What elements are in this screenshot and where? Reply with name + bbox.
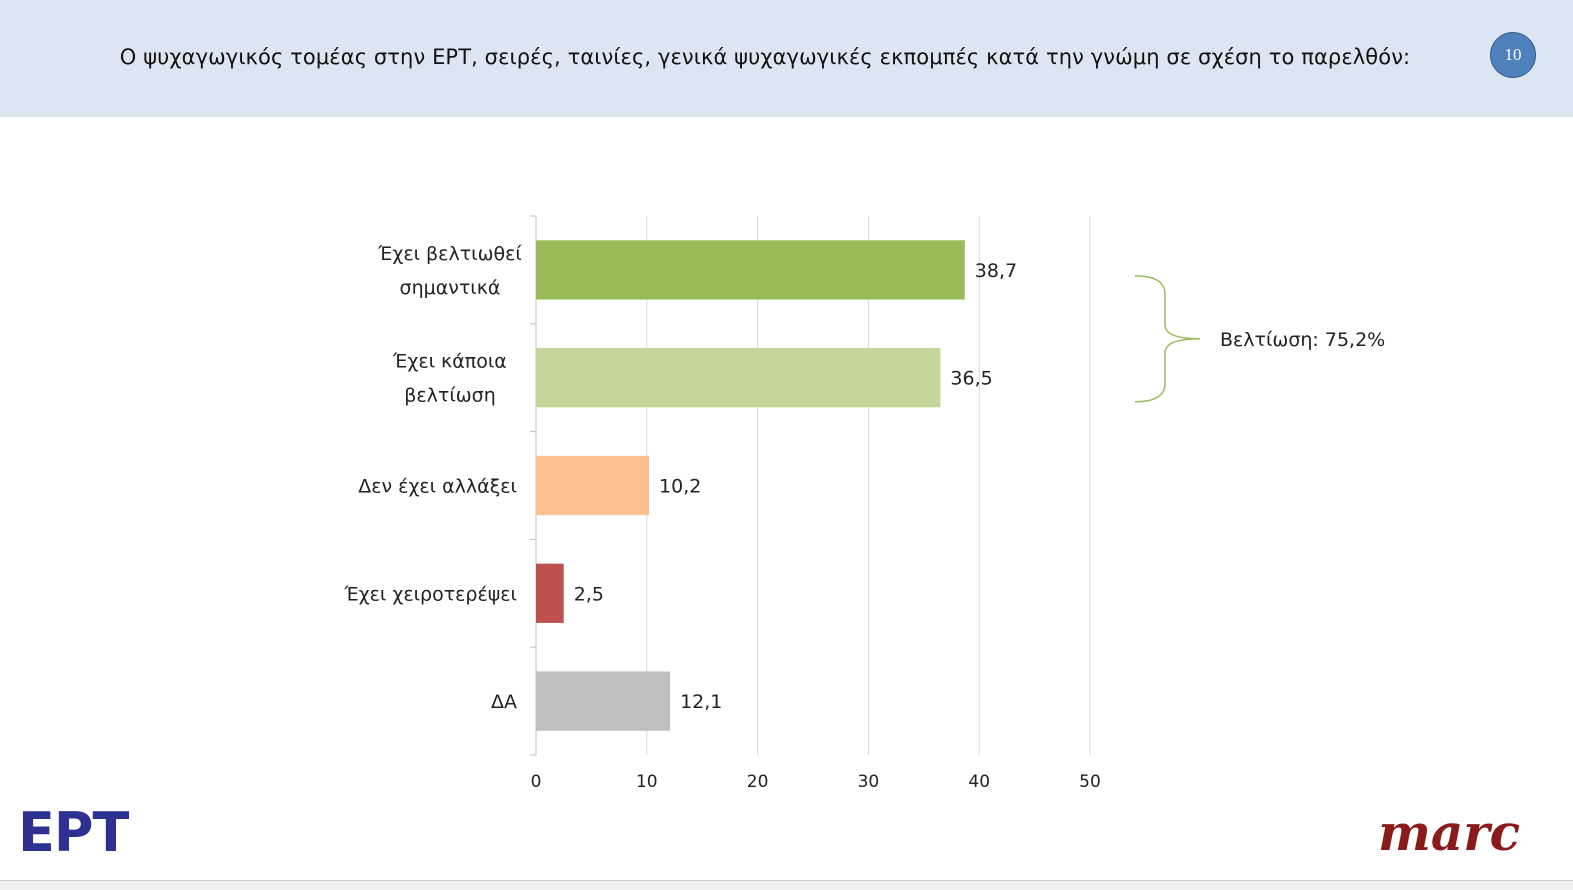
x-tick-label: 50 (1079, 772, 1101, 792)
header-band (0, 0, 1573, 117)
page-title: Ο ψυχαγωγικός τομέας στην ΕΡΤ, σειρές, τ… (119, 45, 1411, 69)
x-tick-label: 10 (636, 772, 658, 792)
bottom-strip (0, 880, 1573, 890)
x-tick-label: 30 (858, 772, 880, 792)
category-label: σημαντικά (400, 277, 501, 299)
bar (536, 348, 941, 408)
page-number-badge: 10 (1490, 32, 1536, 78)
data-label: 38,7 (975, 260, 1017, 282)
bar (536, 240, 965, 300)
bar (536, 563, 564, 623)
category-label: Δεν έχει αλλάξει (358, 476, 517, 498)
marc-logo: marc (1378, 803, 1521, 862)
category-label: βελτίωση (404, 385, 496, 407)
ert-logo: ΕΡΤ (18, 801, 129, 864)
annotation-label: Βελτίωση: 75,2% (1220, 329, 1385, 351)
x-tick-label: 40 (968, 772, 990, 792)
data-label: 2,5 (574, 583, 604, 605)
category-label: Έχει βελτιωθεί (377, 243, 522, 265)
x-tick-label: 0 (531, 772, 542, 792)
annotation-brace (1134, 275, 1201, 403)
data-label: 10,2 (659, 476, 701, 498)
bar (536, 671, 671, 731)
x-tick-label: 20 (747, 772, 769, 792)
category-label: ΔΑ (491, 691, 517, 713)
category-label: Έχει χειροτερέψει (343, 583, 517, 605)
data-label: 36,5 (950, 368, 992, 390)
category-label: Έχει κάποια (392, 351, 507, 373)
data-label: 12,1 (680, 691, 722, 713)
bar (536, 455, 650, 516)
